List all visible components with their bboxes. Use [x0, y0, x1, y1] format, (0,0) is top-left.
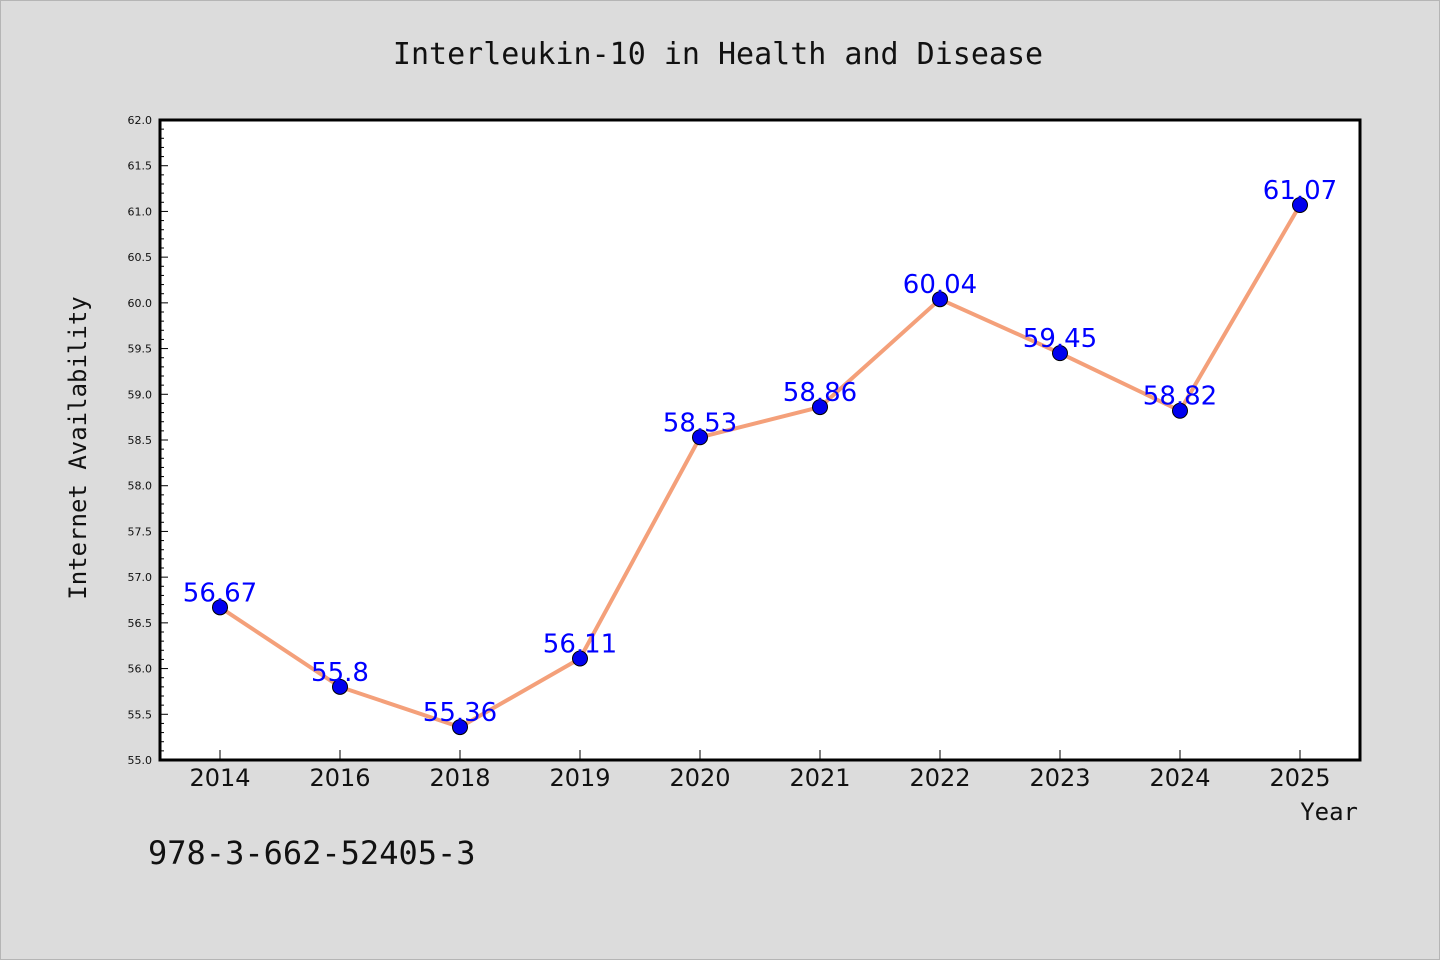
y-tick-label: 58.5	[128, 434, 153, 447]
data-point	[932, 291, 948, 308]
plot-area	[158, 118, 1362, 762]
chart-title: Interleukin-10 in Health and Disease	[393, 37, 1043, 72]
data-label: 58.82	[1143, 382, 1217, 412]
series-line	[212, 197, 1308, 736]
data-point	[692, 429, 708, 446]
y-axis-label: Internet Availability	[64, 296, 92, 599]
y-tick-label: 60.5	[128, 251, 153, 264]
data-label: 58.86	[783, 378, 857, 408]
x-tick-label: 2022	[909, 764, 970, 792]
y-tick-label: 59.5	[128, 343, 153, 356]
x-tick-label: 2016	[309, 764, 370, 792]
y-tick-label: 59.0	[128, 388, 153, 401]
data-point	[1052, 345, 1068, 362]
x-axis-ticks: 2014 2016 2018 2019 2020 2021 2022 2023 2024 2025	[189, 750, 1331, 792]
y-tick-label: 60.0	[128, 297, 153, 310]
series-polyline	[218, 204, 1302, 730]
data-label: 61.07	[1263, 176, 1337, 206]
x-tick-label: 2024	[1149, 764, 1210, 792]
x-tick-label: 2021	[789, 764, 850, 792]
data-label: 56.11	[543, 630, 617, 660]
data-point	[572, 650, 588, 667]
isbn-text: 978-3-662-52405-3	[148, 834, 476, 872]
y-tick-label: 56.5	[128, 617, 153, 630]
data-point	[1172, 402, 1188, 419]
x-tick-label: 2020	[669, 764, 730, 792]
y-tick-label: 55.0	[128, 754, 153, 767]
data-point	[332, 678, 348, 695]
data-label: 55.8	[311, 658, 369, 688]
data-labels: 56.67 55.8 55.36 56.11 58.53 58.86 60.04 59.45 5…	[183, 176, 1337, 728]
x-tick-label: 2023	[1029, 764, 1090, 792]
data-label: 58.53	[663, 408, 737, 438]
data-label: 55.36	[423, 698, 497, 728]
data-label: 59.45	[1023, 324, 1097, 354]
y-tick-label: 57.5	[128, 525, 153, 538]
data-point	[812, 399, 828, 416]
y-tick-label: 61.5	[128, 160, 153, 173]
y-tick-label: 56.0	[128, 663, 153, 676]
y-axis-ticks: 55.0 55.5 56.0 56.5 57.0 57.5 58.0 58.5 59.0 59.5…	[128, 114, 168, 767]
x-tick-label: 2018	[429, 764, 490, 792]
x-tick-label: 2014	[189, 764, 250, 792]
y-tick-label: 55.5	[128, 708, 153, 721]
x-tick-label: 2025	[1269, 764, 1330, 792]
data-point	[212, 599, 228, 616]
x-axis-label: Year	[1300, 798, 1358, 826]
data-point	[1292, 197, 1308, 214]
x-tick-label: 2019	[549, 764, 610, 792]
data-label: 60.04	[903, 270, 977, 300]
y-tick-label: 62.0	[128, 114, 153, 127]
y-tick-label: 58.0	[128, 480, 153, 493]
data-label: 56.67	[183, 578, 257, 608]
y-tick-label: 61.0	[128, 205, 153, 218]
data-point	[452, 719, 468, 736]
y-tick-label: 57.0	[128, 571, 153, 584]
